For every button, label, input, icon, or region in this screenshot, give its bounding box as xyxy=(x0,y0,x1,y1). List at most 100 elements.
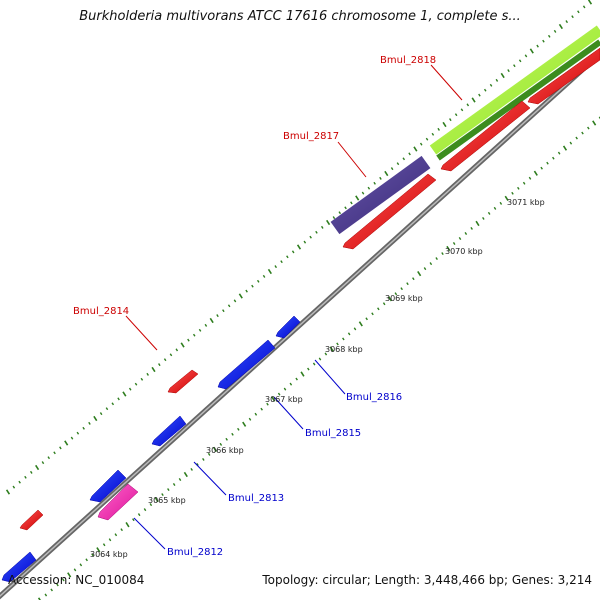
gene-fwd-feature-small[interactable] xyxy=(19,509,44,531)
tick-mark xyxy=(300,371,305,377)
gene-label-Bmul_2815[interactable]: Bmul_2815 xyxy=(305,428,361,439)
tick-mark xyxy=(522,181,526,185)
tick-mark xyxy=(143,508,147,512)
tick-mark xyxy=(324,352,328,356)
tick-mark xyxy=(256,279,260,283)
gene-Bmul_2816-feature[interactable] xyxy=(217,339,276,390)
gene-label-Bmul_2813[interactable]: Bmul_2813 xyxy=(228,493,284,504)
gene-label-Bmul_2816[interactable]: Bmul_2816 xyxy=(346,392,402,403)
tick-mark xyxy=(151,366,156,373)
tick-mark xyxy=(513,64,516,68)
tick-mark xyxy=(540,166,543,170)
callout-line-Bmul_2818 xyxy=(430,64,463,101)
tick-mark xyxy=(336,342,339,346)
tick-mark xyxy=(471,97,476,103)
tick-mark xyxy=(12,485,16,489)
tick-mark xyxy=(161,493,164,497)
scale-label-3065: 3065 kbp xyxy=(148,496,186,505)
tick-mark xyxy=(489,83,493,87)
tick-mark xyxy=(592,120,597,126)
gene-Bmul_2813-feature[interactable] xyxy=(89,469,127,503)
tick-mark xyxy=(102,543,106,547)
tick-mark xyxy=(260,407,263,411)
tick-mark xyxy=(134,382,138,386)
gene-label-Bmul_2818[interactable]: Bmul_2818 xyxy=(380,55,436,66)
tick-mark xyxy=(111,402,115,406)
tick-mark xyxy=(93,415,98,422)
tick-mark xyxy=(82,426,85,430)
tick-mark xyxy=(464,232,468,235)
tick-mark xyxy=(59,446,62,450)
tick-mark xyxy=(242,421,247,427)
tick-mark xyxy=(140,377,144,381)
tick-mark xyxy=(172,483,176,486)
tick-mark xyxy=(291,250,295,254)
backbone-highlight xyxy=(0,53,600,597)
tick-mark xyxy=(499,201,503,205)
gene-Bmul_2818-feature[interactable] xyxy=(527,47,600,105)
tick-mark xyxy=(254,412,258,416)
tick-mark xyxy=(355,195,360,201)
tick-mark xyxy=(326,219,331,226)
tick-mark xyxy=(73,568,77,572)
tick-mark xyxy=(233,299,237,303)
tick-mark xyxy=(245,289,248,293)
tick-mark xyxy=(277,392,281,396)
tick-mark xyxy=(431,132,435,136)
tick-mark xyxy=(394,292,398,296)
scale-label-3068: 3068 kbp xyxy=(325,345,363,354)
tick-mark xyxy=(373,181,376,185)
gene-Bmul_2817-feature[interactable] xyxy=(342,173,437,250)
tick-mark xyxy=(99,412,103,416)
gene-rev-feature-edge[interactable] xyxy=(1,551,37,583)
tick-mark xyxy=(163,358,167,362)
tick-mark xyxy=(207,452,211,456)
tick-mark xyxy=(125,522,130,528)
gene-rev-feature-small[interactable] xyxy=(275,315,301,339)
tick-mark xyxy=(437,127,440,131)
tick-mark xyxy=(108,538,112,542)
tick-mark xyxy=(452,242,456,245)
tick-mark xyxy=(377,307,380,311)
tick-mark xyxy=(402,157,406,161)
tick-mark xyxy=(517,186,520,190)
tick-mark xyxy=(475,220,480,227)
tick-mark xyxy=(216,314,219,318)
tick-mark xyxy=(552,156,555,160)
outer-tick-track xyxy=(5,0,593,495)
gene-label-Bmul_2812[interactable]: Bmul_2812 xyxy=(167,547,223,558)
tick-mark xyxy=(79,563,83,567)
gene-label-Bmul_2817[interactable]: Bmul_2817 xyxy=(283,131,339,142)
gene-label-Bmul_2814[interactable]: Bmul_2814 xyxy=(73,306,129,317)
tick-mark xyxy=(458,237,462,240)
gene-Bmul_2814-feature[interactable] xyxy=(167,369,199,394)
tick-mark xyxy=(361,191,365,195)
gene-Bmul_2812-feature[interactable] xyxy=(97,483,139,521)
tick-mark xyxy=(329,346,334,352)
tick-mark xyxy=(248,417,252,421)
tick-mark xyxy=(85,558,88,562)
tick-mark xyxy=(50,588,53,592)
tick-mark xyxy=(192,333,196,337)
tick-mark xyxy=(280,260,283,264)
tick-mark xyxy=(88,421,91,425)
tick-mark xyxy=(417,271,422,277)
tick-mark xyxy=(64,440,69,446)
tick-mark xyxy=(18,480,21,484)
tick-mark xyxy=(76,431,80,435)
tick-mark xyxy=(581,131,584,135)
gene-Bmul_2815-feature[interactable] xyxy=(151,415,187,447)
tick-mark xyxy=(536,44,539,48)
inner-tick-track xyxy=(37,116,600,600)
tick-mark xyxy=(132,518,135,522)
tick-mark xyxy=(371,312,374,316)
tick-mark xyxy=(454,113,458,117)
operon-bar xyxy=(330,155,431,235)
tick-mark xyxy=(274,265,278,269)
gene-fwd-feature-2818a[interactable] xyxy=(440,100,531,172)
tick-mark xyxy=(558,23,563,30)
scale-label-3066: 3066 kbp xyxy=(206,446,244,455)
scale-label-3069: 3069 kbp xyxy=(385,294,423,303)
tick-mark xyxy=(44,593,48,597)
